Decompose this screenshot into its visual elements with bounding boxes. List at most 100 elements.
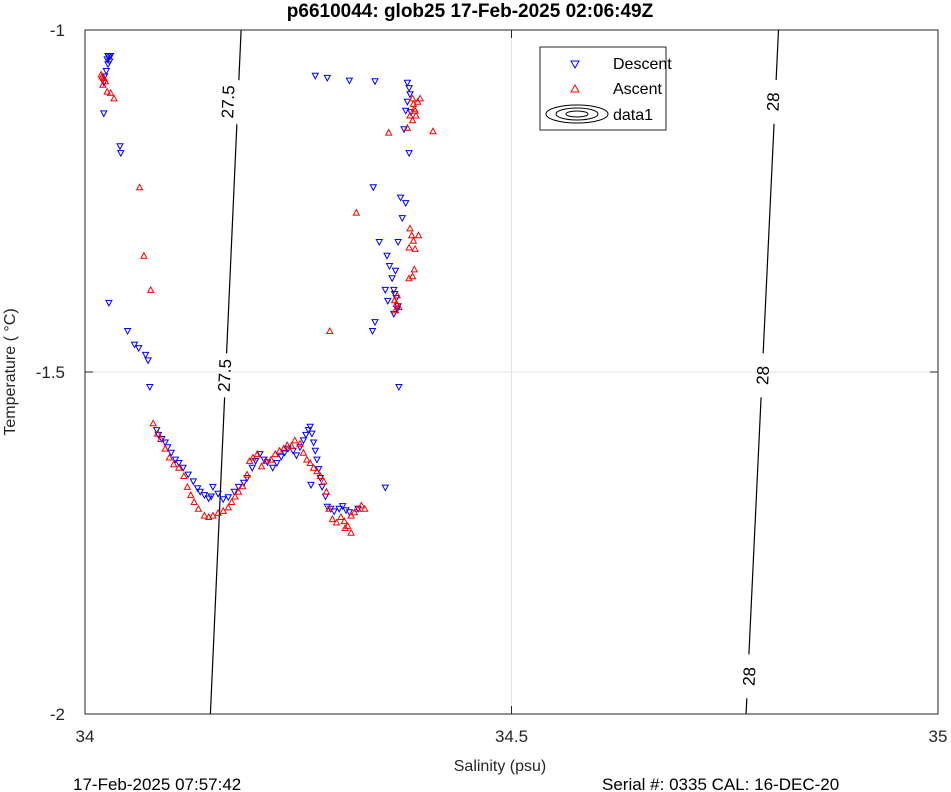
descent-point (383, 297, 392, 305)
descent-point (381, 484, 390, 492)
descent-point (167, 449, 176, 457)
descent-point (189, 478, 198, 486)
legend-data1-label: data1 (613, 107, 653, 124)
ascent-point (194, 504, 203, 512)
descent-point (395, 384, 403, 392)
contour-line (238, 29, 242, 81)
descent-point (406, 91, 414, 99)
descent-point (248, 464, 257, 472)
ascent-point (391, 306, 400, 314)
ascent-point (352, 208, 361, 216)
contour-label: 27.5 (215, 358, 235, 392)
descent-point (161, 439, 170, 447)
contour-label: 27.5 (218, 85, 238, 119)
ascent-point (350, 508, 359, 516)
descent-point (381, 286, 390, 294)
descent-point (184, 471, 193, 479)
contour-line (225, 124, 238, 354)
ascent-point (325, 326, 334, 334)
ascent-point (103, 87, 112, 95)
contour-label: 28 (763, 92, 783, 112)
ascent-point (283, 441, 292, 449)
contour-label: 28 (753, 365, 773, 385)
y-axis-label: Temperature ( °C) (2, 308, 19, 435)
descent-point (152, 427, 161, 435)
ascent-point (140, 251, 148, 259)
ascent-point (319, 477, 328, 485)
legend-descent-label: Descent (613, 56, 672, 73)
descent-point (256, 451, 264, 459)
ascent-point (410, 265, 419, 273)
descent-point (308, 430, 316, 438)
descent-point (391, 267, 400, 275)
y-tick-label: -1.5 (36, 363, 65, 382)
ascent-point (227, 497, 236, 505)
ascent-point (328, 515, 337, 523)
descent-point (338, 503, 347, 511)
descent-point (174, 460, 183, 468)
descent-point (375, 239, 384, 247)
timestamp-footer: 17-Feb-2025 07:57:42 (73, 775, 241, 792)
ascent-point (357, 501, 366, 509)
descent-point (277, 453, 286, 461)
ascent-point (99, 80, 107, 88)
ascent-point (219, 506, 228, 514)
contour-label: 28 (740, 667, 760, 687)
legend-ascent-label: Ascent (613, 81, 662, 98)
ascent-point (200, 511, 209, 519)
descent-point (234, 483, 243, 491)
legend: Descent Ascent data1 (539, 46, 672, 131)
descent-point (296, 444, 304, 452)
descent-point (371, 78, 379, 86)
descent-point (389, 286, 398, 294)
ascent-point (299, 448, 308, 456)
data-points (97, 53, 437, 536)
descent-point (141, 351, 150, 359)
descent-point (103, 56, 112, 64)
descent-point (311, 72, 320, 80)
x-tick-label: 35 (929, 727, 948, 746)
descent-point (369, 184, 378, 192)
ascent-point (290, 436, 299, 444)
descent-point (145, 384, 154, 392)
ascent-point (413, 97, 422, 105)
descent-point (335, 505, 344, 513)
ascent-point (325, 504, 333, 512)
ascent-point (409, 236, 418, 244)
ascent-point (340, 517, 349, 525)
ascent-point (360, 504, 369, 512)
ascent-point (190, 497, 199, 505)
contour-line (762, 123, 775, 354)
descent-point (342, 507, 350, 515)
ascent-point (135, 183, 144, 191)
ascent-point (354, 504, 362, 512)
descent-point (292, 452, 301, 460)
descent-point (214, 490, 222, 498)
x-tick-label: 34.5 (495, 727, 528, 746)
ascent-point (408, 272, 417, 280)
ascent-point (412, 111, 420, 119)
ascent-point (257, 462, 266, 470)
descent-point (123, 328, 132, 336)
descent-point (400, 126, 408, 134)
descent-point (196, 488, 205, 496)
descent-point (104, 61, 112, 69)
descent-point (385, 263, 394, 271)
ascent-point (180, 471, 188, 479)
descent-point (230, 488, 239, 496)
legend-ascent-marker (570, 83, 580, 93)
ascent-point (411, 244, 419, 252)
ascent-point (261, 456, 270, 464)
ascent-point (279, 444, 288, 452)
descent-point (130, 341, 139, 349)
ascent-point (161, 444, 170, 452)
contour-line (209, 397, 226, 715)
ascent-point (405, 274, 413, 282)
descent-point (209, 483, 217, 491)
ascent-point (214, 508, 222, 516)
ascent-point (296, 439, 304, 447)
descent-point (306, 423, 315, 431)
descent-point (106, 53, 115, 61)
descent-point (273, 460, 281, 468)
